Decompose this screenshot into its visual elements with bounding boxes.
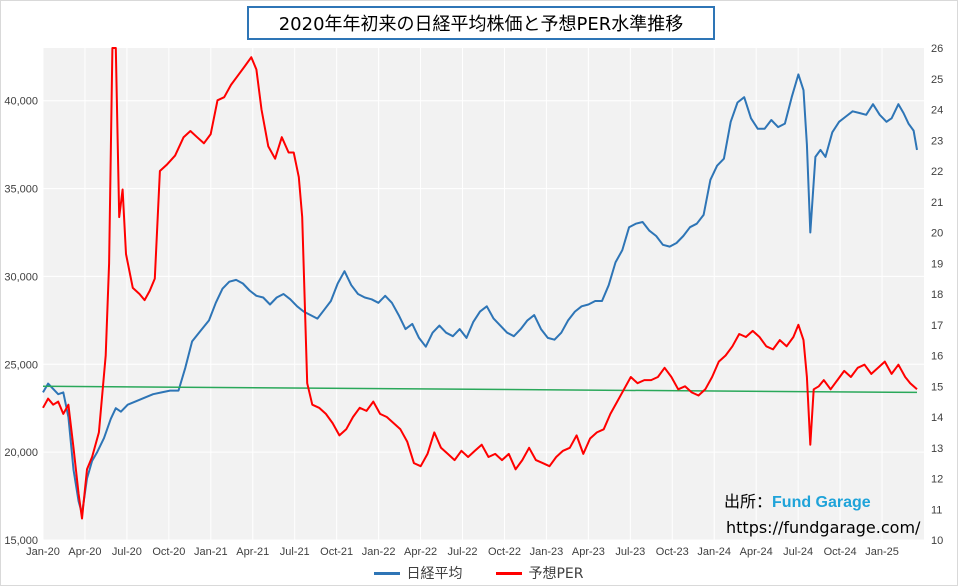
x-tick-label: Jan-25 bbox=[865, 546, 899, 558]
x-tick-label: Apr-22 bbox=[404, 546, 437, 558]
legend-label-nikkei: 日経平均 bbox=[406, 566, 463, 582]
x-tick-label: Jan-22 bbox=[362, 546, 396, 558]
left-tick-label: 15,000 bbox=[4, 535, 38, 547]
x-tick-label: Oct-22 bbox=[488, 546, 521, 558]
right-tick-label: 23 bbox=[931, 135, 943, 147]
x-tick-label: Apr-21 bbox=[236, 546, 269, 558]
x-tick-label: Apr-20 bbox=[68, 546, 101, 558]
x-tick-label: Jan-23 bbox=[530, 546, 564, 558]
x-tick-label: Jul-24 bbox=[783, 546, 813, 558]
chart-title: 2020年年初来の日経平均株価と予想PER水準推移 bbox=[247, 6, 715, 40]
x-tick-label: Oct-20 bbox=[152, 546, 185, 558]
left-tick-label: 25,000 bbox=[4, 359, 38, 371]
left-tick-label: 30,000 bbox=[4, 271, 38, 283]
x-tick-label: Oct-24 bbox=[824, 546, 857, 558]
right-tick-label: 11 bbox=[931, 504, 942, 516]
x-tick-label: Apr-24 bbox=[740, 546, 773, 558]
legend-swatch-per bbox=[496, 571, 523, 575]
right-tick-label: 17 bbox=[931, 320, 943, 332]
left-tick-label: 35,000 bbox=[4, 184, 38, 196]
right-tick-label: 24 bbox=[931, 105, 943, 117]
x-tick-label: Jan-24 bbox=[697, 546, 731, 558]
x-tick-label: Jan-21 bbox=[194, 546, 228, 558]
right-tick-label: 16 bbox=[931, 351, 943, 363]
x-tick-label: Oct-23 bbox=[656, 546, 689, 558]
x-tick-label: Oct-21 bbox=[320, 546, 353, 558]
right-tick-label: 26 bbox=[931, 43, 943, 55]
x-tick-label: Jul-23 bbox=[615, 546, 645, 558]
legend-item-per: 予想PER bbox=[496, 563, 584, 583]
legend-swatch-nikkei bbox=[374, 571, 401, 575]
series-lines bbox=[42, 47, 918, 520]
legend-item-nikkei: 日経平均 bbox=[374, 563, 462, 583]
x-tick-label: Jul-22 bbox=[448, 546, 478, 558]
right-tick-label: 20 bbox=[931, 228, 943, 240]
right-tick-label: 14 bbox=[931, 412, 943, 424]
per-line bbox=[42, 47, 918, 520]
left-tick-label: 20,000 bbox=[4, 447, 38, 459]
right-tick-label: 12 bbox=[931, 474, 943, 486]
plot-area bbox=[43, 48, 924, 540]
left-axis: 15,000 20,000 25,000 30,000 35,000 40,000 bbox=[4, 96, 38, 547]
x-tick-label: Jul-21 bbox=[280, 546, 310, 558]
right-axis: 10 11 12 13 14 15 16 17 18 19 20 21 22 23 24 25 26 bbox=[931, 43, 943, 547]
source-label: 出所： bbox=[724, 492, 773, 511]
right-tick-label: 21 bbox=[931, 197, 943, 209]
source-name: Fund Garage bbox=[772, 494, 871, 511]
right-tick-label: 10 bbox=[931, 535, 943, 547]
right-tick-label: 15 bbox=[931, 381, 943, 393]
right-tick-label: 25 bbox=[931, 74, 943, 86]
x-tick-label: Apr-23 bbox=[572, 546, 605, 558]
gridlines bbox=[42, 48, 924, 541]
right-tick-label: 22 bbox=[931, 166, 943, 178]
right-tick-label: 19 bbox=[931, 258, 943, 270]
right-tick-label: 13 bbox=[931, 443, 943, 455]
legend: 日経平均 予想PER bbox=[0, 563, 958, 583]
nikkei-line bbox=[42, 73, 918, 515]
baseline-line bbox=[42, 385, 918, 394]
source-url: https://fundgarage.com/ bbox=[726, 518, 921, 537]
source-credit: 出所：Fund Garage bbox=[724, 488, 871, 512]
chart-title-text: 2020年年初来の日経平均株価と予想PER水準推移 bbox=[278, 14, 684, 35]
x-tick-label: Jan-20 bbox=[26, 546, 60, 558]
x-axis: Jan-20 Apr-20 Jul-20 Oct-20 Jan-21 Apr-21 Jul-… bbox=[26, 546, 899, 558]
left-tick-label: 40,000 bbox=[4, 96, 38, 108]
right-tick-label: 18 bbox=[931, 289, 943, 301]
legend-label-per: 予想PER bbox=[528, 566, 584, 582]
x-tick-label: Jul-20 bbox=[112, 546, 142, 558]
